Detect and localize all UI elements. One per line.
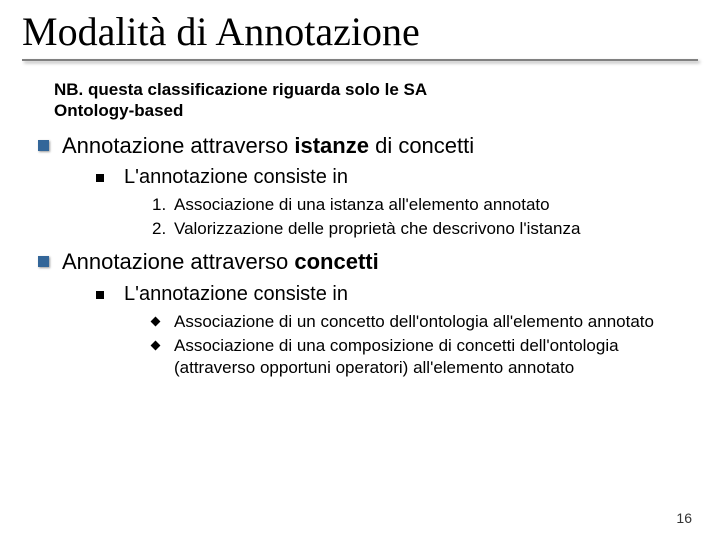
section1-item1-num: 1. — [152, 194, 174, 216]
section2-heading-pre: Annotazione attraverso — [62, 249, 294, 274]
section1-item2-num: 2. — [152, 218, 174, 240]
section1-sub: L'annotazione consiste in — [124, 165, 698, 190]
section2-heading-bold: concetti — [294, 249, 378, 274]
title-underline — [22, 59, 698, 61]
section2-sub: L'annotazione consiste in — [124, 282, 698, 307]
section1-heading: Annotazione attraverso istanze di concet… — [62, 132, 698, 160]
section1-heading-bold: istanze — [294, 133, 369, 158]
section2-item2: Associazione di una composizione di conc… — [152, 335, 698, 379]
nb-line2: Ontology-based — [54, 101, 183, 120]
section2-item1: Associazione di un concetto dell'ontolog… — [152, 311, 698, 333]
nb-note: NB. questa classificazione riguarda solo… — [54, 79, 698, 122]
slide: Modalità di Annotazione NB. questa class… — [0, 0, 720, 540]
section1-heading-post: di concetti — [369, 133, 474, 158]
section1-item1-text: Associazione di una istanza all'elemento… — [174, 194, 550, 216]
page-number: 16 — [676, 510, 692, 526]
slide-title: Modalità di Annotazione — [22, 8, 698, 55]
nb-line1: NB. questa classificazione riguarda solo… — [54, 80, 427, 99]
section1-heading-pre: Annotazione attraverso — [62, 133, 294, 158]
section1-item2-text: Valorizzazione delle proprietà che descr… — [174, 218, 580, 240]
section1-item2: 2. Valorizzazione delle proprietà che de… — [152, 218, 698, 240]
section2-heading: Annotazione attraverso concetti — [62, 248, 698, 276]
section1-item1: 1. Associazione di una istanza all'eleme… — [152, 194, 698, 216]
